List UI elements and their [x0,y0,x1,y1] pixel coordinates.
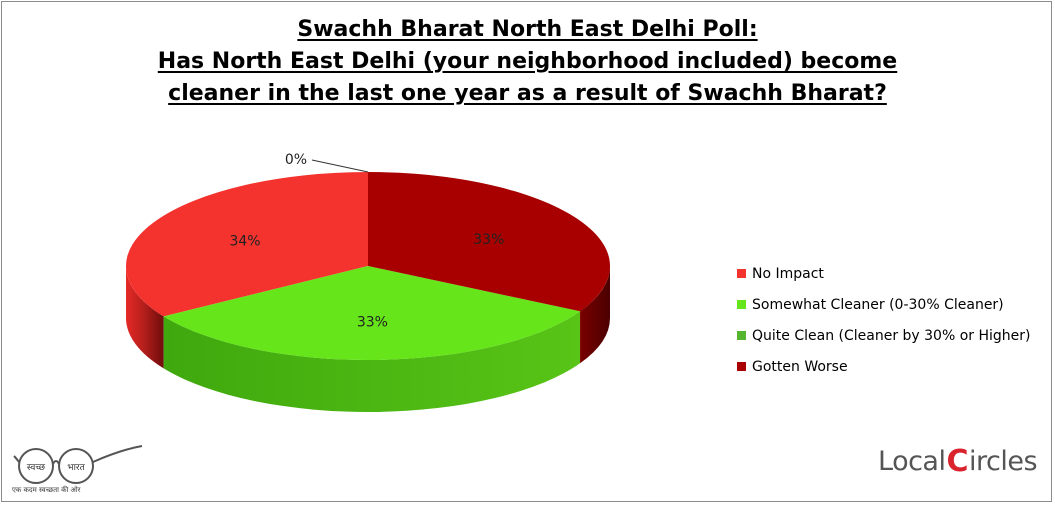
legend-swatch [737,300,746,309]
legend-label: Gotten Worse [752,358,848,375]
legend-swatch [737,362,746,371]
data-label-gotten-worse: 33% [473,232,504,248]
pie-side-no-impact [126,266,164,369]
data-label-somewhat-cleaner-0-30-cleaner: 33% [357,314,388,330]
localcircles-logo: Local C ircles [878,444,1038,479]
leader-line [311,159,369,173]
legend-label: Quite Clean (Cleaner by 30% or Higher) [752,327,1031,344]
legend-label: Somewhat Cleaner (0-30% Cleaner) [752,296,1004,313]
pie-slice-gotten-worse [368,172,610,312]
localcircles-pin-icon: C [946,444,969,479]
legend-label: No Impact [752,265,824,282]
pie-slice-no-impact [126,172,369,317]
pie-labels: 34% 33% 0% 33% [229,152,504,330]
glasses-icon: स्वच्छ भारत [13,445,143,484]
logo-word-swachh: स्वच्छ [27,463,46,473]
pie-side-somewhat-cleaner-0-30-cleaner [163,311,581,413]
data-label-no-impact: 34% [229,234,260,250]
legend-swatch [737,331,746,340]
pie-side-gotten-worse [580,266,610,364]
legend-item-somewhat-cleaner: Somewhat Cleaner (0-30% Cleaner) [737,289,1031,320]
swachh-bharat-logo: स्वच्छ भारत एक कदम स्वच्छता की ओर [10,440,160,495]
logo-caption: एक कदम स्वच्छता की ओर [12,486,81,494]
legend: No Impact Somewhat Cleaner (0-30% Cleane… [737,258,1031,382]
legend-item-no-impact: No Impact [737,258,1031,289]
data-label-quite-clean-cleaner-by-30-or-higher: 0% [285,152,307,168]
title-line-1: Swachh Bharat North East Delhi Poll: [297,17,758,42]
title-line-2: Has North East Delhi (your neighborhood … [157,49,898,74]
legend-item-gotten-worse: Gotten Worse [737,351,1031,382]
localcircles-rest: ircles [969,446,1038,477]
pie-tops [126,172,610,360]
legend-item-quite-clean: Quite Clean (Cleaner by 30% or Higher) [737,320,1031,351]
localcircles-local: Local [878,446,946,477]
pie-slice-somewhat-cleaner-0-30-cleaner [163,266,581,360]
title-line-3: cleaner in the last one year as a result… [168,81,887,106]
pie-sides [126,266,610,413]
chart-title: Swachh Bharat North East Delhi Poll: Has… [0,14,1055,110]
legend-swatch [737,269,746,278]
logo-word-bharat: भारत [67,463,85,473]
